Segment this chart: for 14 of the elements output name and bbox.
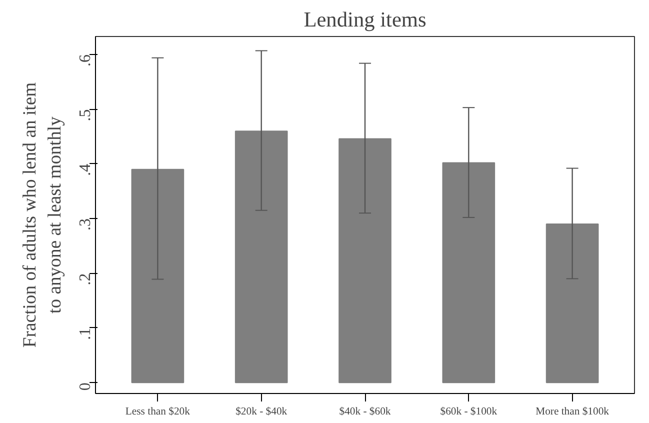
y-axis-title: Fraction of adults who lend an item to anyone at least monthly (19, 82, 66, 348)
x-tick-label: $20k - $40k (236, 406, 288, 418)
y-tick-label: .3 (77, 218, 94, 231)
chart-title: Lending items (304, 8, 426, 32)
y-tick-label: .1 (77, 328, 94, 340)
y-tick-label: .2 (77, 273, 94, 286)
x-tick-label: Less than $20k (125, 406, 191, 418)
y-tick-label: .5 (77, 109, 94, 122)
x-tick-label: $40k - $60k (339, 406, 392, 418)
x-tick-label: More than $100k (536, 406, 610, 418)
y-tick-label: .6 (77, 54, 94, 67)
y-tick-label: .4 (77, 164, 94, 176)
y-tick-label: 0 (77, 382, 94, 391)
x-tick-label: $60k - $100k (440, 406, 498, 418)
